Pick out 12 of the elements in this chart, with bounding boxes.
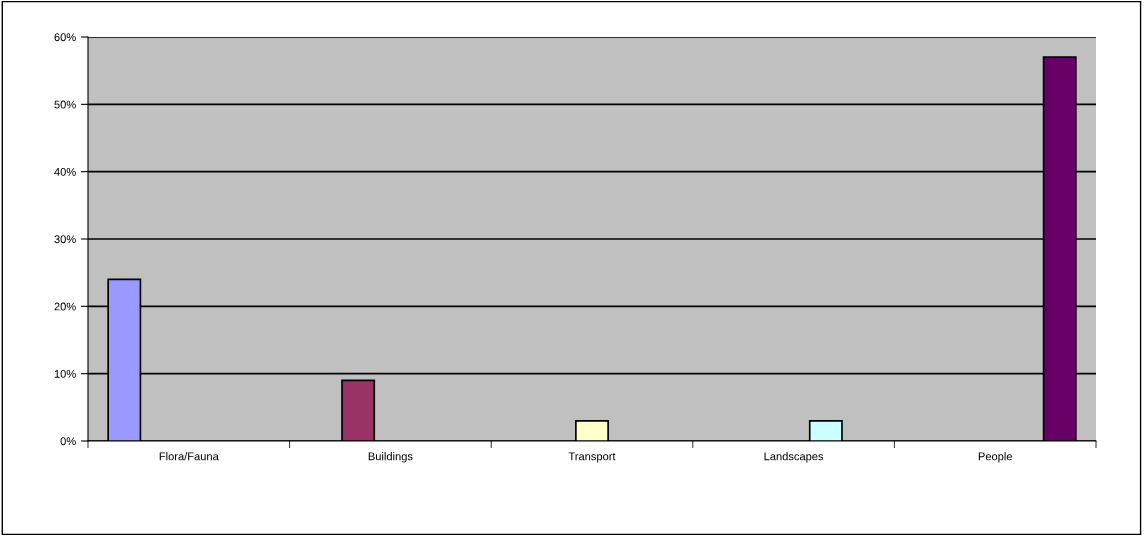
y-tick-label: 20% (54, 302, 76, 311)
x-tick-label: Landscapes (764, 452, 824, 463)
x-tick-label: Flora/Fauna (159, 452, 219, 461)
y-tick-label: 40% (54, 167, 76, 176)
y-tick-label: 30% (54, 235, 76, 244)
y-tick-label: 50% (54, 100, 76, 109)
x-tick-label: Transport (568, 452, 616, 463)
y-tick-label: 60% (54, 33, 76, 42)
x-tick-label: People (978, 452, 1013, 463)
y-tick-label: 10% (54, 369, 76, 378)
x-tick-label: Buildings (368, 452, 413, 463)
y-tick-label: 0% (60, 437, 76, 446)
